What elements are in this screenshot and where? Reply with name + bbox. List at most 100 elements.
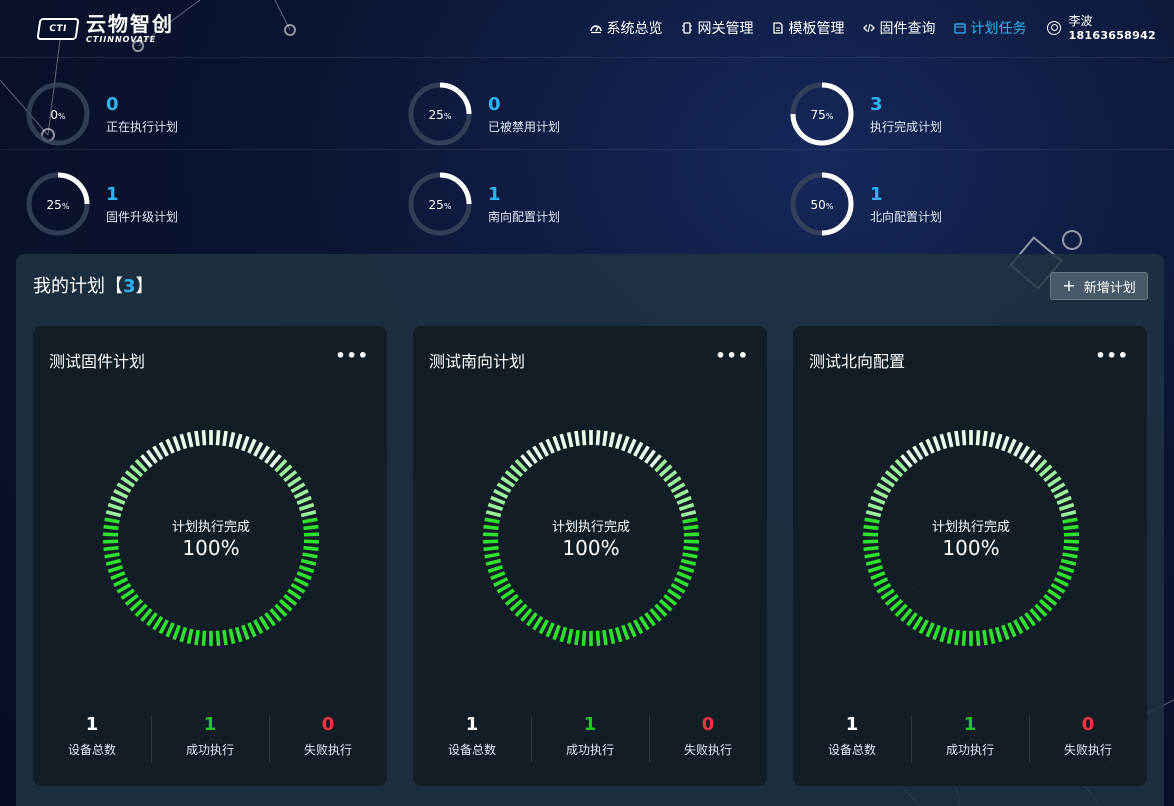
success-count: 1 [583,714,597,735]
ring-segment [490,495,506,505]
stat-percent: 0% [50,108,66,122]
ring-segment [140,608,153,622]
ring-segment [884,470,899,483]
plan-card-stats: 1 设备总数 1 成功执行 0 失败执行 [793,714,1147,762]
nav-item-overview[interactable]: 系统总览 [589,18,663,38]
nav-label: 系统总览 [606,21,663,38]
ring-segment [300,558,317,566]
ring-segment [116,482,132,494]
ring-segment [134,459,148,473]
brand-logo[interactable]: CTI 云物智创 CTIINNOVATE [36,14,174,44]
ring-segment [1056,571,1072,581]
ring-segment [483,545,499,552]
ring-segment [676,571,692,581]
ring-segment [234,433,243,450]
ring-segment [559,433,568,450]
stat-label: 北向配置计划 [870,209,943,224]
more-dots-icon[interactable]: ••• [335,346,369,365]
plan-card-stats: 1 设备总数 1 成功执行 0 失败执行 [33,714,387,762]
ring-segment [134,603,148,617]
ring-segment [649,454,662,468]
ring-segment [680,558,697,566]
stat-count: 1 [870,183,883,205]
fail-count: 0 [701,714,715,735]
stat-percent-unit: % [826,112,834,121]
ring-segment [1050,482,1066,494]
more-dots-icon[interactable]: ••• [715,346,749,365]
ring-segment [298,565,315,574]
stat-percent: 25% [429,198,452,212]
ring-segment [146,449,158,464]
success-count: 1 [963,714,977,735]
stat-count: 3 [870,93,883,115]
ring-segment [954,430,960,447]
ring-segment [179,433,188,450]
ring-segment [1060,558,1077,566]
ring-segment [867,502,884,511]
stat-count: 1 [106,183,119,205]
fail-label: 失败执行 [303,743,352,757]
ring-segment [258,615,270,631]
nav-item-scheduled-tasks[interactable]: 计划任务 [953,18,1027,38]
nav-item-gateway[interactable]: 网关管理 [681,18,754,38]
ring-segment [303,532,319,537]
plan-title: 测试南向计划 [429,352,526,371]
ring-segment [638,615,650,631]
user-menu[interactable]: 李波 18163658942 [1046,14,1157,44]
ring-segment [1018,445,1030,461]
ring-segment [300,510,317,518]
ring-segment [863,539,879,544]
ring-segment [682,517,698,524]
ring-segment [1047,476,1062,488]
ring-segment [880,588,895,600]
ring-segment [293,577,309,587]
ring-segment [234,626,243,643]
plan-card[interactable]: 测试固件计划 ••• 计划执行完成 100% 1 设备总数 1 成功执行 0 失败执行 [33,326,387,786]
ring-segment [633,441,644,457]
ring-segment [1038,464,1053,478]
ring-segment [303,539,319,544]
nav-item-template[interactable]: 模板管理 [772,18,845,38]
ring-segment [566,628,574,645]
ring-segment [884,593,899,606]
ring-segment [514,603,528,617]
stats-row: 0% 0 正在执行计划 25% 0 已被禁用计划 75% 3 执行完成计划 [0,60,1174,150]
fail-count: 0 [1081,714,1095,735]
ring-segment [673,577,689,587]
ring-segment [496,582,512,594]
ring-segment [1063,524,1079,531]
ring-segment [602,430,608,447]
nav-label: 固件查询 [879,21,936,38]
ring-segment [500,588,515,600]
ring-segment [663,470,678,483]
ring-segment [873,489,889,499]
user-phone: 18163658942 [1068,29,1156,43]
stat-progress-ring: 75% [790,82,854,146]
ring-segment [894,603,908,617]
ring-segment [253,441,264,457]
ring-segment [500,476,515,488]
ring-segment [520,608,533,622]
ring-segment [113,577,129,587]
ring-segment [186,628,194,645]
ring-segment [654,459,668,473]
add-plan-button[interactable]: + 新增计划 [1050,272,1148,300]
plan-card[interactable]: 测试南向计划 ••• 计划执行完成 100% 1 设备总数 1 成功执行 0 失败执行 [413,326,767,786]
plan-card[interactable]: 测试北向配置 ••• 计划执行完成 100% 1 设备总数 1 成功执行 0 失败执行 [793,326,1147,786]
ring-segment [627,438,637,454]
ring-segment [504,470,519,483]
ring-segment [1018,615,1030,631]
dashboard-icon [589,22,602,34]
ring-segment [264,612,276,627]
ring-segment [633,619,644,635]
nav-item-firmware[interactable]: 固件查询 [862,18,936,38]
more-dots-icon[interactable]: ••• [1095,346,1129,365]
plan-progress-ring [103,430,319,646]
ring-segment [509,464,524,478]
ring-segment [201,430,207,446]
ring-segment [113,489,129,499]
fail-label: 失败执行 [683,743,732,757]
ring-segment [103,532,119,537]
ring-segment [1013,441,1024,457]
ring-segment [663,593,678,606]
